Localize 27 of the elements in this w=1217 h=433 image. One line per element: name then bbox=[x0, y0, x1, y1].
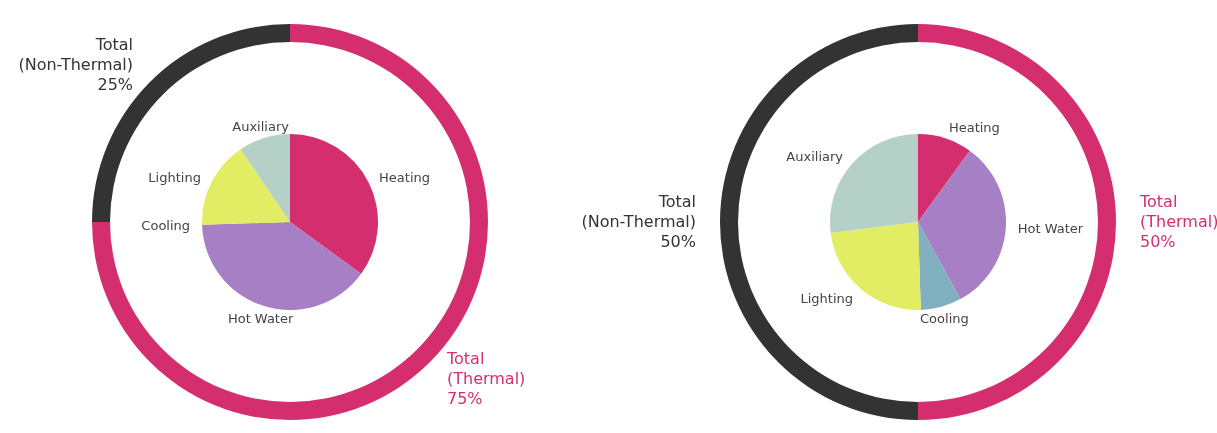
pie-slice bbox=[918, 150, 1006, 300]
slice-label: Lighting bbox=[800, 291, 854, 307]
slice-label: Lighting bbox=[148, 169, 201, 185]
data-label: 25% bbox=[97, 75, 134, 95]
data-label: 50% bbox=[660, 232, 696, 251]
donut-slice bbox=[720, 24, 918, 420]
slice-label: Total (Thermal) bbox=[1139, 192, 1217, 231]
slice-label: Heating bbox=[379, 169, 431, 185]
pie-slice bbox=[202, 149, 290, 225]
pie-slice bbox=[918, 134, 970, 222]
pie-slice bbox=[202, 222, 362, 310]
slice-label: Total (Non-Thermal) bbox=[581, 192, 696, 231]
pie-slice bbox=[240, 134, 290, 222]
donut-slice bbox=[918, 24, 1116, 420]
slice-label: Cooling bbox=[920, 311, 969, 327]
slice-label: Hot Water bbox=[1017, 221, 1084, 237]
data-label: 75% bbox=[446, 388, 483, 408]
slice-label: Hot Water bbox=[227, 310, 294, 326]
slice-label: Auxiliary bbox=[232, 119, 290, 135]
pie-slice bbox=[918, 222, 961, 310]
slice-label: Total (Non-Thermal) bbox=[18, 35, 134, 75]
category-label: Cooling bbox=[141, 218, 191, 234]
slice-label: Auxiliary bbox=[786, 148, 844, 164]
slice-label: Total (Thermal) bbox=[445, 348, 526, 388]
data-label: 50% bbox=[1140, 232, 1176, 251]
slice-label: Heating bbox=[948, 119, 1000, 135]
pie-slice bbox=[290, 134, 378, 274]
